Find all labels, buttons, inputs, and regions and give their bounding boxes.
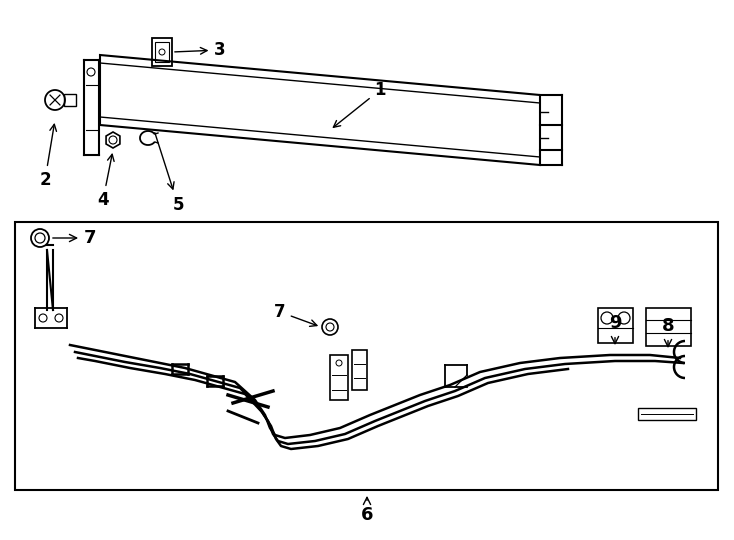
Bar [330, 355, 348, 400]
Bar [352, 350, 367, 390]
Bar [646, 308, 691, 346]
Bar [598, 308, 633, 343]
Text: 2: 2 [39, 124, 57, 189]
Bar [152, 38, 172, 66]
Text: 5: 5 [155, 133, 184, 214]
Bar [15, 222, 718, 490]
Text: 3: 3 [175, 41, 226, 59]
Bar [64, 94, 76, 106]
Text: 7: 7 [275, 303, 317, 326]
Text: 6: 6 [360, 497, 374, 524]
Text: 1: 1 [333, 81, 386, 127]
Text: 9: 9 [608, 314, 621, 343]
Text: 4: 4 [97, 154, 114, 209]
Bar [638, 408, 696, 420]
Text: 7: 7 [53, 229, 96, 247]
Text: 8: 8 [661, 317, 675, 347]
Bar [155, 42, 169, 62]
